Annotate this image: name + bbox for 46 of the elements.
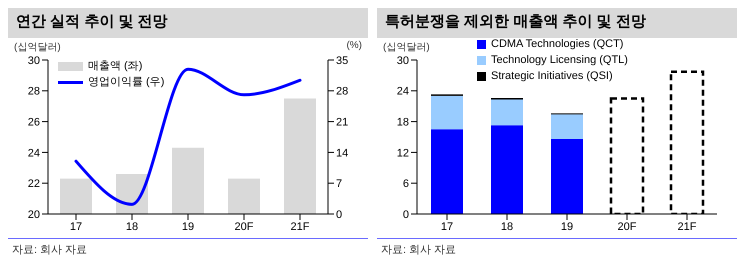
x-tick-label: 17 — [440, 220, 454, 233]
y-tick-label: 30 — [396, 54, 409, 67]
y-tick-label: 6 — [402, 178, 409, 190]
bar — [431, 96, 463, 130]
x-tick-label: 21F — [678, 220, 697, 233]
y-tick-label: 12 — [396, 147, 409, 160]
y-tick-label: 18 — [396, 116, 409, 129]
y-tick-label: 30 — [28, 54, 40, 67]
y2-tick-label: 21 — [336, 116, 348, 129]
x-tick-label: 19 — [182, 220, 194, 233]
legend-label: Strategic Initiatives (QSI) — [491, 69, 613, 84]
legend-label: 영업이익률 (우) — [88, 75, 164, 90]
y-tick-label: 24 — [396, 86, 409, 98]
bar — [551, 139, 583, 214]
bar — [551, 114, 583, 140]
x-tick-label: 20F — [618, 220, 637, 233]
y2-tick-label: 28 — [336, 86, 348, 98]
x-tick-label: 17 — [70, 220, 82, 233]
y2-tick-label: 7 — [336, 178, 342, 190]
y-tick-label: 0 — [402, 208, 409, 221]
legend-label: 매출액 (좌) — [88, 59, 142, 74]
y-tick-label: 26 — [28, 116, 40, 129]
y-tick-label: 24 — [28, 147, 40, 160]
y2-tick-label: 14 — [336, 147, 348, 160]
x-tick-label: 20F — [234, 220, 254, 233]
chart-title: 연간 실적 추이 및 전망 — [8, 8, 368, 38]
y2-tick-label: 0 — [336, 208, 342, 221]
x-tick-label: 21F — [290, 220, 310, 233]
legend-label: Technology Licensing (QTL) — [491, 53, 628, 68]
bar — [491, 100, 523, 126]
x-tick-label: 18 — [500, 220, 514, 233]
bar — [431, 129, 463, 214]
y-tick-label: 20 — [28, 208, 40, 221]
y2-tick-label: 35 — [336, 54, 348, 67]
chart-title: 특허분쟁을 제외한 매출액 추이 및 전망 — [377, 8, 737, 38]
y-axis-title: (십억달러) — [14, 41, 61, 54]
y-axis-title: (십억달러) — [383, 41, 430, 54]
y-tick-label: 28 — [28, 86, 40, 98]
text: 자료: 회사 자료 — [12, 243, 88, 257]
bar — [491, 125, 523, 214]
y2-axis-title: (%) — [346, 40, 362, 51]
text: 자료: 회사 자료 — [381, 243, 458, 257]
y-tick-label: 22 — [28, 178, 40, 190]
legend-label: CDMA Technologies (QCT) — [491, 37, 624, 52]
x-tick-label: 18 — [126, 220, 138, 233]
x-tick-label: 19 — [560, 220, 574, 233]
